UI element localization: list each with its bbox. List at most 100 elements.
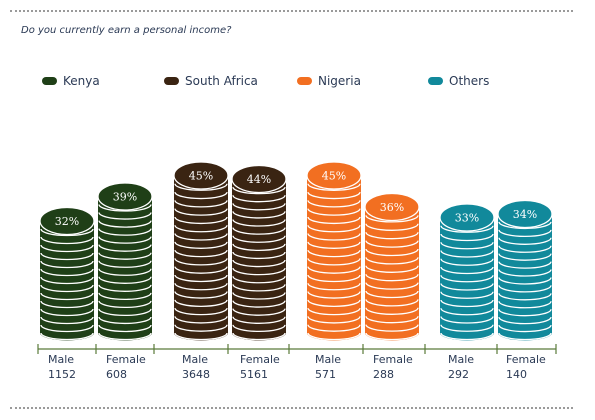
coin-edge [232,243,286,251]
coin-edge [498,293,552,301]
coin-edge [174,332,228,341]
bar-base [232,325,286,341]
coin-edge [174,274,228,283]
coin-edge [174,208,228,216]
coin-edge [307,316,361,324]
coin-edge [365,248,419,257]
coin-edge [98,308,152,317]
sample-size-label: 1152 [48,368,76,381]
category-label: Male [315,353,341,366]
coin-edge [174,249,228,258]
coin-edge [498,332,552,341]
bar-base [440,325,494,341]
coin-edge [307,274,361,283]
coin-edge [98,276,152,284]
coin-edge [365,274,419,282]
coin-edge [40,308,94,317]
coin-edge [98,292,152,301]
coin-edge [40,300,94,309]
coin-edge [232,276,286,284]
coin-edge [440,316,494,324]
coin-edge [174,183,228,191]
coin-edge [232,284,286,292]
coin-edge [98,204,152,212]
coin-edge [307,332,361,341]
legend-swatch [428,77,443,85]
coin-edge [307,200,361,208]
coin-edge [174,241,228,249]
coin-edge [307,216,361,225]
coin-edge [98,316,152,325]
coin-edge [498,269,552,277]
bar-stack [364,192,420,341]
coin-edge [174,324,228,332]
coin-edge [307,191,361,200]
data-label: 34% [513,208,537,221]
category-label: Female [106,353,146,366]
coin-edge [498,237,552,245]
coin-edge [40,260,94,269]
coin-edge [40,276,94,285]
coin-edge [307,307,361,316]
data-label: 32% [55,215,79,228]
bar-top [306,161,362,190]
coin-edge [365,299,419,307]
legend-item-nigeria: Nigeria [297,73,361,89]
coin-edge [307,241,361,249]
coin-edge [498,261,552,269]
sample-size-label: 5161 [240,368,268,381]
coin-edge [232,308,286,316]
coin-edge [232,259,286,268]
data-label: 45% [189,170,213,183]
coin-edge [307,233,361,241]
coin-edge [365,265,419,273]
coin-edge [174,233,228,241]
coin-edge [98,228,152,236]
coin-edge [440,225,494,233]
coin-edge [307,299,361,307]
category-label: Female [373,353,413,366]
coin-edge [174,291,228,299]
coin-edge [174,191,228,200]
coin-edge [174,283,228,291]
category-label: Male [448,353,474,366]
bar-top [439,203,495,232]
sample-size-label: 571 [315,368,336,381]
coin-edge [98,324,152,333]
coin-edge [98,332,152,341]
bar-base [174,325,228,341]
coin-edge [40,236,94,245]
coin-edge [232,211,286,219]
coin-edge [232,195,286,203]
coin-edge [232,267,286,276]
coin-edge [232,332,286,341]
coin-edge [365,324,419,332]
bar-base [365,325,419,341]
coin-edge [98,220,152,228]
coin-edge [232,324,286,333]
coin-edge [40,332,94,341]
data-label: 44% [247,173,271,186]
coin-edge [498,229,552,238]
coin-edge [440,291,494,299]
coin-edge [365,223,419,231]
legend-item-others: Others [428,73,489,89]
bar-base [307,325,361,341]
coin-edge [40,244,94,253]
bar [498,214,552,333]
legend-item-kenya: Kenya [42,73,100,89]
coin-edge [307,183,361,191]
coin-edge [98,284,152,292]
coin-edge [307,249,361,258]
coin-edge [440,308,494,316]
bar-stack [97,182,153,341]
bar-base [40,325,94,341]
category-label: Female [506,353,546,366]
bar-top [364,192,420,222]
coin-edge [98,236,152,244]
category-label: Male [48,353,74,366]
coin-edge [498,221,552,230]
coin-edge [232,186,286,195]
bar-base [498,325,552,341]
legend-label: Kenya [63,74,100,88]
